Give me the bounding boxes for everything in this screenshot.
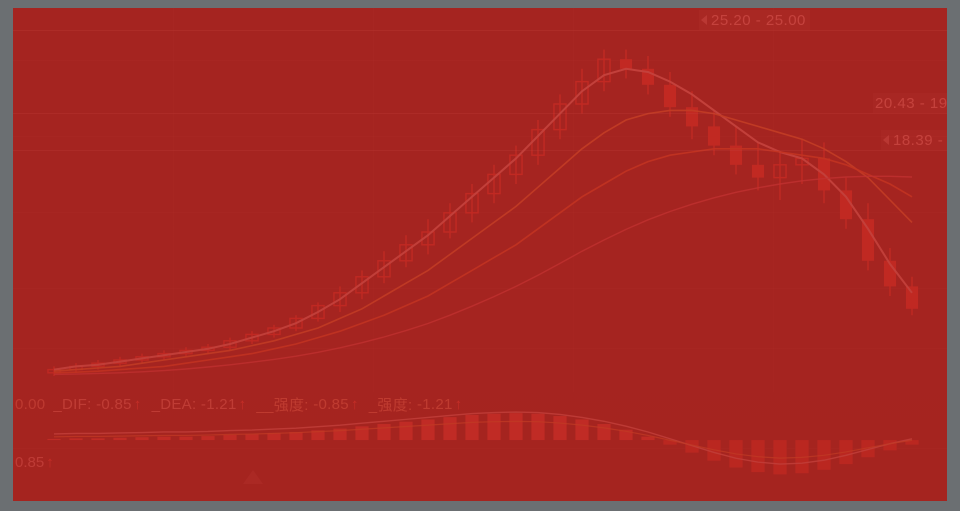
candlestick-layer — [47, 49, 919, 376]
low-price-tag[interactable]: 18.39 - — [881, 130, 947, 150]
mid-price-tag-text: 20.43 - 19 — [875, 94, 947, 112]
price-pane[interactable]: 25.20 - 25.00 20.43 - 19 18.39 - — [13, 8, 947, 392]
price-level-line — [13, 30, 947, 31]
chart-canvas[interactable]: 25.20 - 25.00 20.43 - 19 18.39 - 0.00 _D… — [13, 8, 947, 501]
macd-pane[interactable]: 0.00 _DIF: -0.85 ↑ _DEA: -1.21 ↑ __强度: -0.… — [13, 392, 947, 501]
chart-frame: 25.20 - 25.00 20.43 - 19 18.39 - 0.00 _D… — [13, 8, 947, 501]
low-price-tag-text: 18.39 - — [893, 131, 944, 149]
price-level-line — [13, 150, 947, 151]
top-price-tag[interactable]: 25.20 - 25.00 — [699, 10, 810, 30]
signal-marker-icon — [243, 470, 263, 484]
caret-icon — [883, 135, 889, 145]
macd-histogram-layer — [47, 411, 919, 475]
caret-icon — [701, 15, 707, 25]
mid-price-tag[interactable]: 20.43 - 19 — [873, 93, 947, 113]
top-price-tag-text: 25.20 - 25.00 — [711, 11, 806, 29]
price-level-line — [13, 113, 947, 114]
